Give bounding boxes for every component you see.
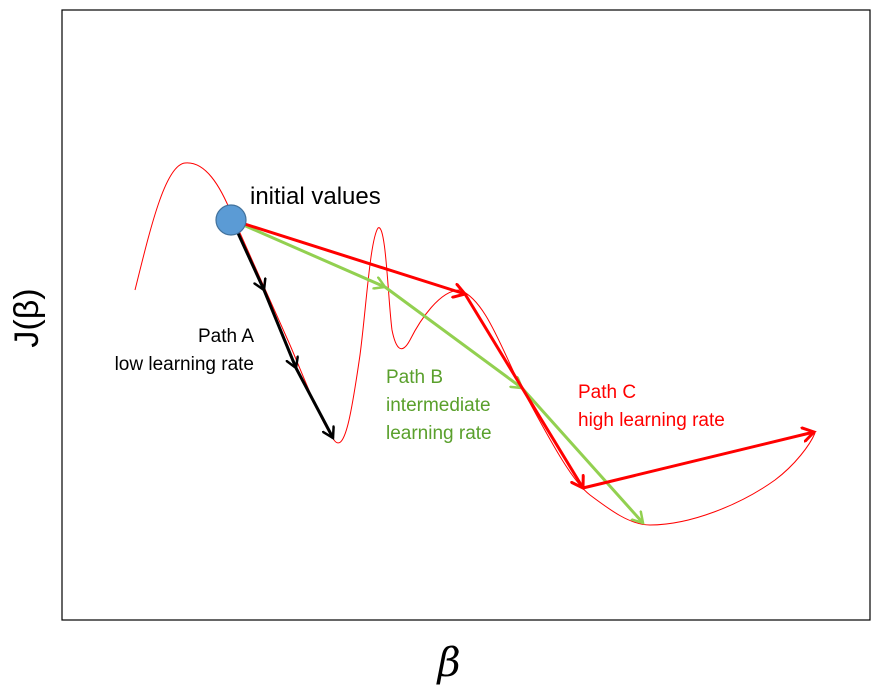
path-b-step-3 bbox=[520, 386, 643, 523]
path-c-description: high learning rate bbox=[578, 410, 725, 431]
path-b-description-line1: intermediate bbox=[386, 395, 491, 416]
path-c-title: Path C bbox=[578, 382, 636, 403]
path-a-title: Path A bbox=[198, 326, 254, 347]
path-b-arrows bbox=[231, 218, 643, 523]
cost-function-curve bbox=[134, 162, 816, 526]
path-a-description: low learning rate bbox=[115, 354, 254, 375]
path-b-description-line2: learning rate bbox=[386, 423, 492, 444]
path-b-title: Path B bbox=[386, 367, 443, 388]
path-c-step-3 bbox=[582, 432, 814, 490]
path-b-step-2 bbox=[384, 285, 522, 388]
initial-value-point bbox=[215, 204, 247, 236]
path-c-step-1 bbox=[231, 218, 465, 294]
x-axis-label: β bbox=[435, 640, 460, 686]
path-a-step-2 bbox=[262, 289, 296, 368]
initial-values-label: initial values bbox=[250, 183, 381, 210]
plot-frame bbox=[61, 9, 871, 621]
path-b-step-1 bbox=[231, 218, 385, 287]
path-c-arrows bbox=[231, 218, 814, 490]
path-c-step-2 bbox=[463, 293, 583, 488]
path-a-step-3 bbox=[294, 367, 333, 438]
y-axis-label: J(β) bbox=[8, 288, 46, 347]
